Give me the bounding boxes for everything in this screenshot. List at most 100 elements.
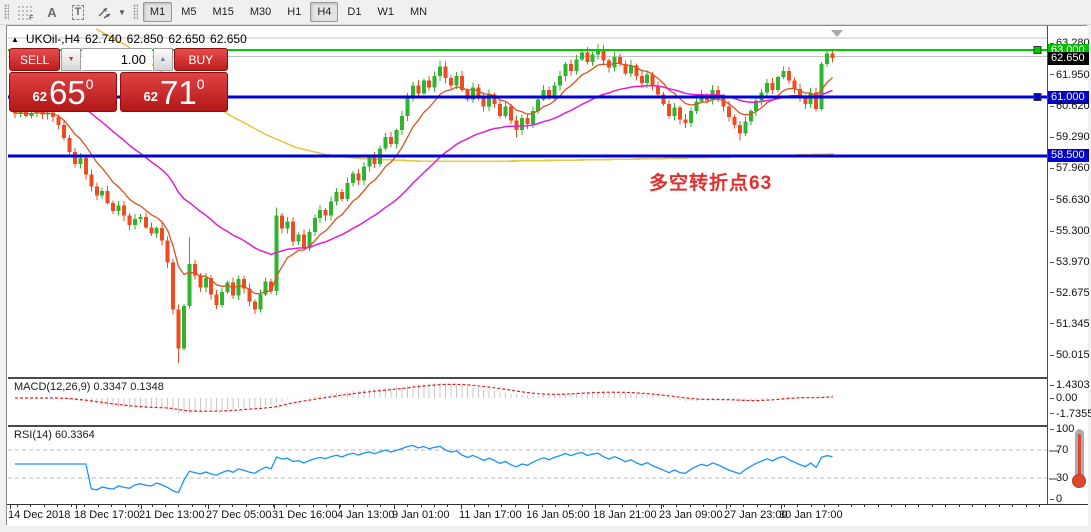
date-label: 9 Jan 01:00 <box>392 509 450 521</box>
date-minor-tick <box>433 505 435 507</box>
date-minor-tick <box>568 505 570 507</box>
collapse-arrow-icon[interactable]: ▲ <box>11 34 19 44</box>
date-minor-tick <box>662 505 664 507</box>
macd-pane[interactable] <box>8 379 1047 425</box>
date-minor-tick <box>837 505 839 507</box>
timeframe-button-W1[interactable]: W1 <box>377 6 394 18</box>
date-minor-tick <box>931 505 933 507</box>
timeframe-toolbar-grip[interactable] <box>132 4 138 20</box>
date-tick <box>394 505 395 509</box>
date-minor-tick <box>30 505 32 507</box>
date-tick <box>10 505 11 509</box>
arrows-icon-glyph <box>98 7 110 19</box>
timeframe-button-MN[interactable]: MN <box>409 6 428 18</box>
date-minor-tick <box>218 505 220 507</box>
ohlc-high: 62.850 <box>126 32 164 46</box>
up-arrow-icon: ▲ <box>159 56 167 63</box>
trade-panel-price-row: 62 65 0 62 71 0 <box>9 72 228 112</box>
date-minor-tick <box>904 505 906 507</box>
ohlc-open: 62.740 <box>84 32 122 46</box>
macd-value-signal: 0.1348 <box>130 381 164 393</box>
thermometer-scrollbar[interactable] <box>1071 429 1089 491</box>
date-minor-tick <box>864 505 866 507</box>
date-minor-tick <box>286 505 287 507</box>
pane-separator[interactable] <box>8 377 1047 379</box>
buy-button[interactable]: BUY <box>173 48 228 71</box>
date-minor-tick <box>918 505 920 507</box>
volume-decrease-button[interactable]: ▼ <box>61 48 82 71</box>
date-minor-tick <box>1012 505 1014 507</box>
timeframe-button-M1[interactable]: M1 <box>142 2 173 22</box>
timeframe-button-M15[interactable]: M15 <box>212 6 234 18</box>
buy-price-big: 71 <box>159 74 197 111</box>
pane-separator[interactable] <box>8 425 1047 427</box>
price-tick-label: 56.630 <box>1050 194 1090 206</box>
date-minor-tick <box>743 505 745 507</box>
date-label: 31 Dec 16:00 <box>272 509 338 521</box>
buy-price-prefix: 62 <box>143 89 158 104</box>
date-minor-tick <box>756 505 758 507</box>
date-minor-tick <box>407 505 408 507</box>
date-tick <box>141 505 142 509</box>
date-tick <box>726 505 727 509</box>
timeframe-button-M5[interactable]: M5 <box>181 6 197 18</box>
date-label: 18 Dec 17:00 <box>74 509 140 521</box>
price-tick-label: 59.290 <box>1050 131 1090 143</box>
date-minor-tick <box>57 505 59 507</box>
sell-button[interactable]: SELL <box>9 48 61 71</box>
date-minor-tick <box>70 505 72 507</box>
date-minor-tick <box>1025 505 1027 507</box>
date-minor-tick <box>877 505 879 507</box>
text-label-icon[interactable]: T <box>66 2 90 22</box>
date-minor-tick <box>312 505 314 507</box>
sell-price-tile[interactable]: 62 65 0 <box>9 72 117 112</box>
date-label: 23 Jan 09:00 <box>659 509 723 521</box>
arrows-icon[interactable] <box>92 2 116 22</box>
date-minor-tick <box>43 505 45 507</box>
date-minor-tick <box>716 505 718 507</box>
date-minor-tick <box>138 505 140 507</box>
date-minor-tick <box>111 505 113 507</box>
rsi-axis-label: 100 <box>1050 423 1074 435</box>
date-minor-tick <box>703 505 704 507</box>
buy-price-tile[interactable]: 62 71 0 <box>120 72 228 112</box>
timeframe-button-H1[interactable]: H1 <box>287 6 302 18</box>
date-minor-tick <box>850 505 852 507</box>
date-minor-tick <box>245 505 247 507</box>
timeframe-button-D1[interactable]: D1 <box>347 6 362 18</box>
price-axis[interactable]: 63.28063.00062.65061.95061.00060.62059.2… <box>1047 26 1091 505</box>
svg-text:F: F <box>29 15 34 20</box>
date-tick <box>208 505 209 509</box>
volume-input[interactable] <box>82 48 153 71</box>
timeframe-button-H4[interactable]: H4 <box>310 2 339 22</box>
date-minor-tick <box>164 505 166 507</box>
date-minor-tick <box>339 505 341 507</box>
sell-price-big: 65 <box>48 74 86 111</box>
volume-increase-button[interactable]: ▲ <box>153 48 173 71</box>
date-tick <box>461 505 462 509</box>
toolbar-grip[interactable] <box>4 4 9 20</box>
date-minor-tick <box>608 505 610 507</box>
date-minor-tick <box>380 505 382 507</box>
date-axis[interactable]: 14 Dec 2018 18 Dec 17:00 21 Dec 13:00 27 De… <box>7 504 1088 526</box>
sell-price-prefix: 62 <box>32 89 47 104</box>
fibonacci-icon[interactable]: F <box>14 2 38 22</box>
price-badge-62.650: 62.650 <box>1048 51 1089 65</box>
date-minor-tick <box>178 505 180 507</box>
date-minor-tick <box>272 505 274 507</box>
arrows-dropdown-icon[interactable]: ▼ <box>118 7 126 17</box>
date-minor-tick <box>891 505 893 507</box>
date-minor-tick <box>259 505 261 507</box>
rsi-pane[interactable] <box>8 427 1047 504</box>
date-minor-tick <box>622 505 624 507</box>
chart-shift-marker-icon[interactable] <box>831 30 843 37</box>
date-minor-tick <box>972 505 973 507</box>
timeframe-button-M30[interactable]: M30 <box>249 6 272 18</box>
fibonacci-icon-glyph: F <box>17 6 34 20</box>
rsi-axis-label: 70 <box>1050 444 1068 456</box>
date-minor-tick <box>945 505 947 507</box>
date-tick <box>528 505 529 509</box>
ohlc-low: 62.650 <box>168 32 206 46</box>
text-icon[interactable]: A <box>47 4 57 20</box>
date-minor-tick <box>676 505 678 507</box>
